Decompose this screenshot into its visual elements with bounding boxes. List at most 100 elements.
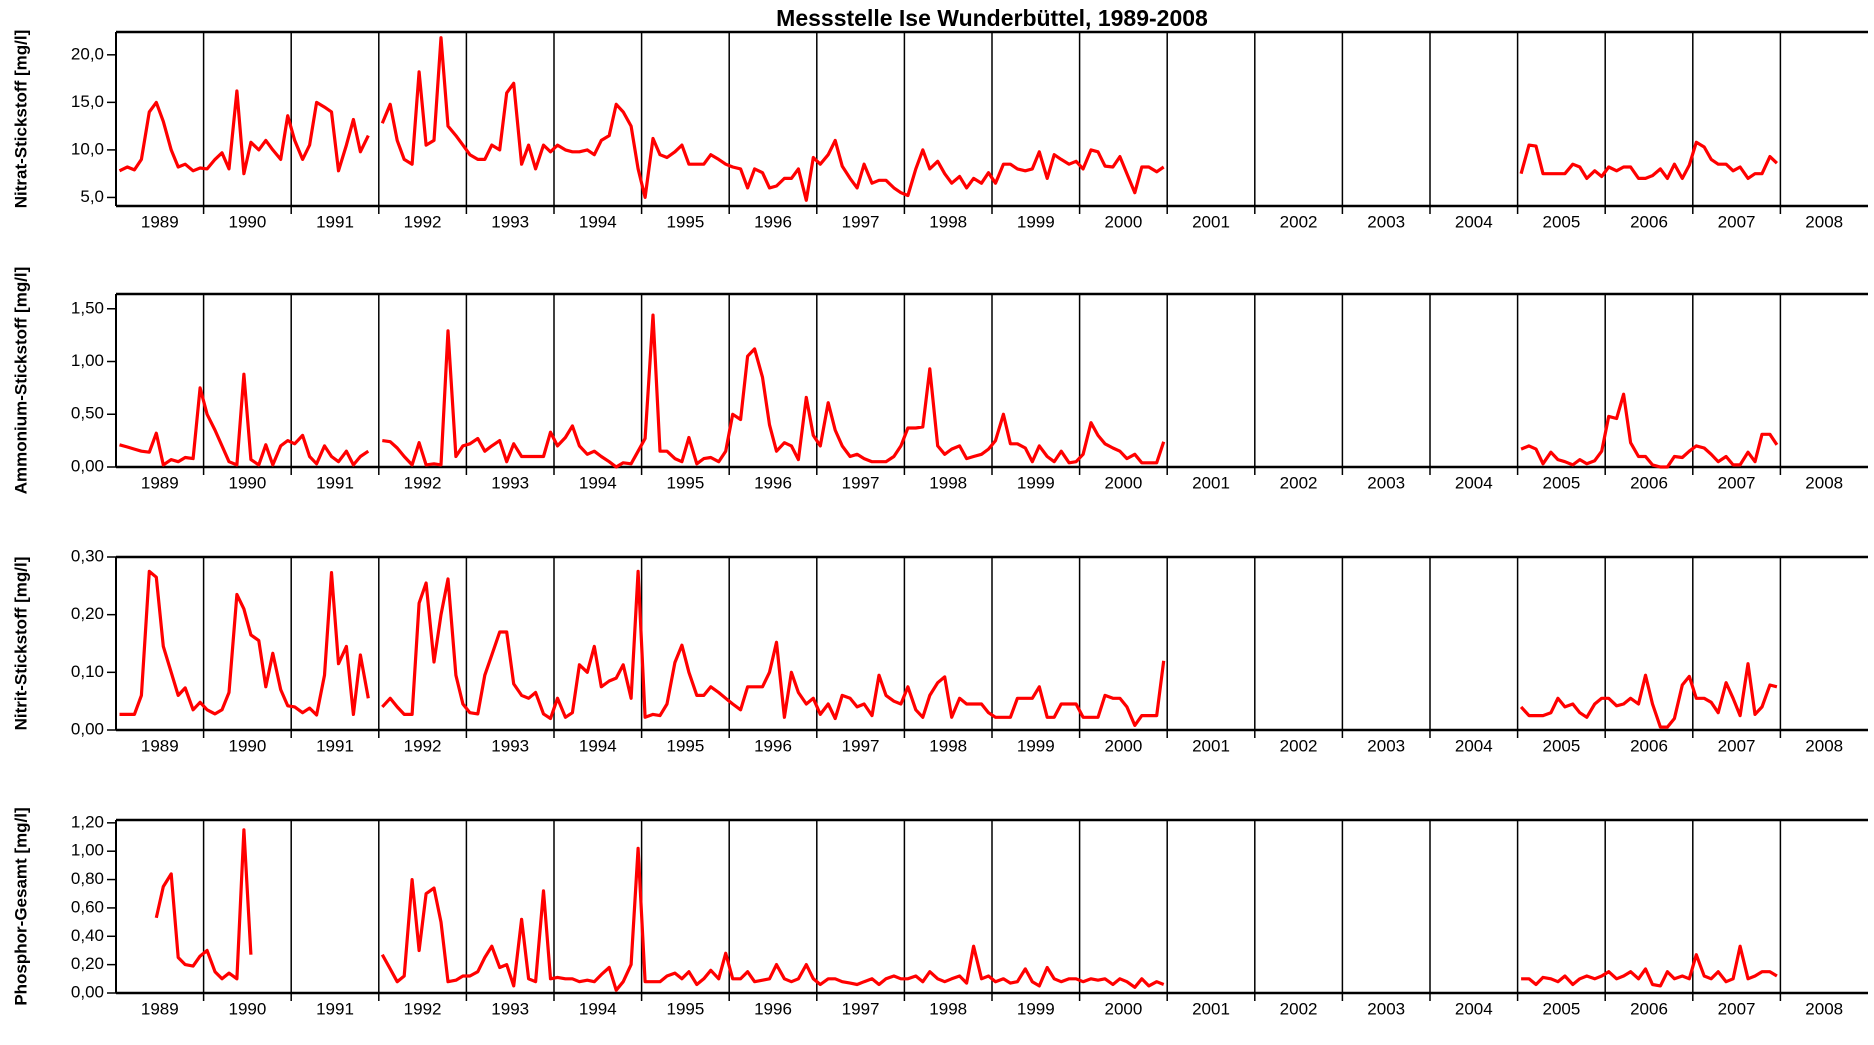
y-tick-label: 5,0 [80,187,104,206]
x-tick-label: 1990 [228,473,266,492]
y-tick-label: 1,20 [71,812,104,831]
x-tick-label: 2005 [1542,212,1580,231]
x-tick-label: 2000 [1104,212,1142,231]
x-tick-label: 2001 [1192,473,1230,492]
x-tick-label: 2004 [1455,212,1493,231]
x-tick-label: 1992 [404,212,442,231]
x-tick-label: 1998 [929,212,967,231]
y-tick-label: 0,20 [71,954,104,973]
x-tick-label: 1995 [666,212,704,231]
x-tick-label: 2008 [1805,736,1843,755]
x-tick-label: 2000 [1104,999,1142,1018]
y-tick-label: 1,00 [71,841,104,860]
x-tick-label: 1996 [754,736,792,755]
data-line [119,569,1778,729]
x-tick-label: 2006 [1630,212,1668,231]
x-tick-label: 1989 [141,736,179,755]
data-line [154,828,1778,992]
x-tick-label: 1989 [141,212,179,231]
x-tick-label: 2006 [1630,736,1668,755]
x-tick-label: 2005 [1542,736,1580,755]
x-tick-label: 1992 [404,999,442,1018]
x-tick-label: 1993 [491,212,529,231]
x-tick-label: 2008 [1805,473,1843,492]
x-tick-label: 2004 [1455,473,1493,492]
y-tick-label: 15,0 [71,92,104,111]
y-tick-label: 0,50 [71,404,104,423]
x-tick-label: 1989 [141,999,179,1018]
x-tick-label: 2003 [1367,999,1405,1018]
x-tick-label: 2000 [1104,736,1142,755]
x-tick-label: 2007 [1718,736,1756,755]
y-axis-label: Nitrit-Stickstoff [mg/l] [11,557,30,731]
y-tick-label: 0,30 [71,546,104,565]
x-tick-label: 1997 [842,999,880,1018]
y-tick-label: 0,40 [71,926,104,945]
x-tick-label: 1999 [1017,999,1055,1018]
data-line [119,313,1779,469]
x-tick-label: 1990 [228,736,266,755]
x-tick-label: 1997 [842,212,880,231]
x-tick-label: 1991 [316,473,354,492]
x-tick-label: 1991 [316,736,354,755]
x-tick-label: 1996 [754,212,792,231]
x-tick-label: 2008 [1805,212,1843,231]
y-tick-label: 0,00 [71,719,104,738]
x-tick-label: 1994 [579,212,617,231]
x-tick-label: 1998 [929,473,967,492]
x-tick-label: 2005 [1542,999,1580,1018]
x-tick-label: 2002 [1280,999,1318,1018]
x-tick-label: 1990 [228,212,266,231]
y-tick-label: 0,60 [71,897,104,916]
y-axis-label: Nitrat-Stickstoff [mg/l] [11,30,30,209]
x-tick-label: 2001 [1192,736,1230,755]
x-tick-label: 2001 [1192,999,1230,1018]
y-tick-label: 0,20 [71,604,104,623]
x-tick-label: 1989 [141,473,179,492]
x-tick-label: 2007 [1718,212,1756,231]
x-tick-label: 2006 [1630,473,1668,492]
x-tick-label: 1996 [754,999,792,1018]
x-tick-label: 2004 [1455,736,1493,755]
x-tick-label: 1998 [929,999,967,1018]
x-tick-label: 2000 [1104,473,1142,492]
y-tick-label: 1,00 [71,351,104,370]
y-axis-label: Ammonium-Stickstoff [mg/l] [11,267,30,495]
x-tick-label: 1992 [404,473,442,492]
x-tick-label: 2007 [1718,999,1756,1018]
x-tick-label: 2002 [1280,212,1318,231]
x-tick-label: 2007 [1718,473,1756,492]
x-tick-label: 1997 [842,736,880,755]
y-tick-label: 0,00 [71,456,104,475]
x-tick-label: 2005 [1542,473,1580,492]
x-tick-label: 2002 [1280,736,1318,755]
x-tick-label: 1997 [842,473,880,492]
x-tick-label: 1990 [228,999,266,1018]
x-tick-label: 1994 [579,736,617,755]
y-tick-label: 0,00 [71,982,104,1001]
x-tick-label: 1999 [1017,212,1055,231]
x-tick-label: 2001 [1192,212,1230,231]
y-tick-label: 0,80 [71,869,104,888]
data-line [118,36,1778,202]
x-tick-label: 1994 [579,473,617,492]
x-tick-label: 1992 [404,736,442,755]
y-tick-label: 20,0 [71,44,104,63]
x-tick-label: 1994 [579,999,617,1018]
x-tick-label: 1993 [491,736,529,755]
x-tick-label: 2003 [1367,212,1405,231]
x-tick-label: 1998 [929,736,967,755]
x-tick-label: 2008 [1805,999,1843,1018]
x-tick-label: 1999 [1017,473,1055,492]
x-tick-label: 2004 [1455,999,1493,1018]
y-tick-label: 0,10 [71,662,104,681]
x-tick-label: 1996 [754,473,792,492]
x-tick-label: 2002 [1280,473,1318,492]
x-tick-label: 1991 [316,212,354,231]
x-tick-label: 1995 [666,999,704,1018]
chart-title: Messstelle Ise Wunderbüttel, 1989-2008 [776,5,1208,31]
x-tick-label: 2003 [1367,736,1405,755]
x-tick-label: 1993 [491,473,529,492]
y-tick-label: 1,50 [71,298,104,317]
